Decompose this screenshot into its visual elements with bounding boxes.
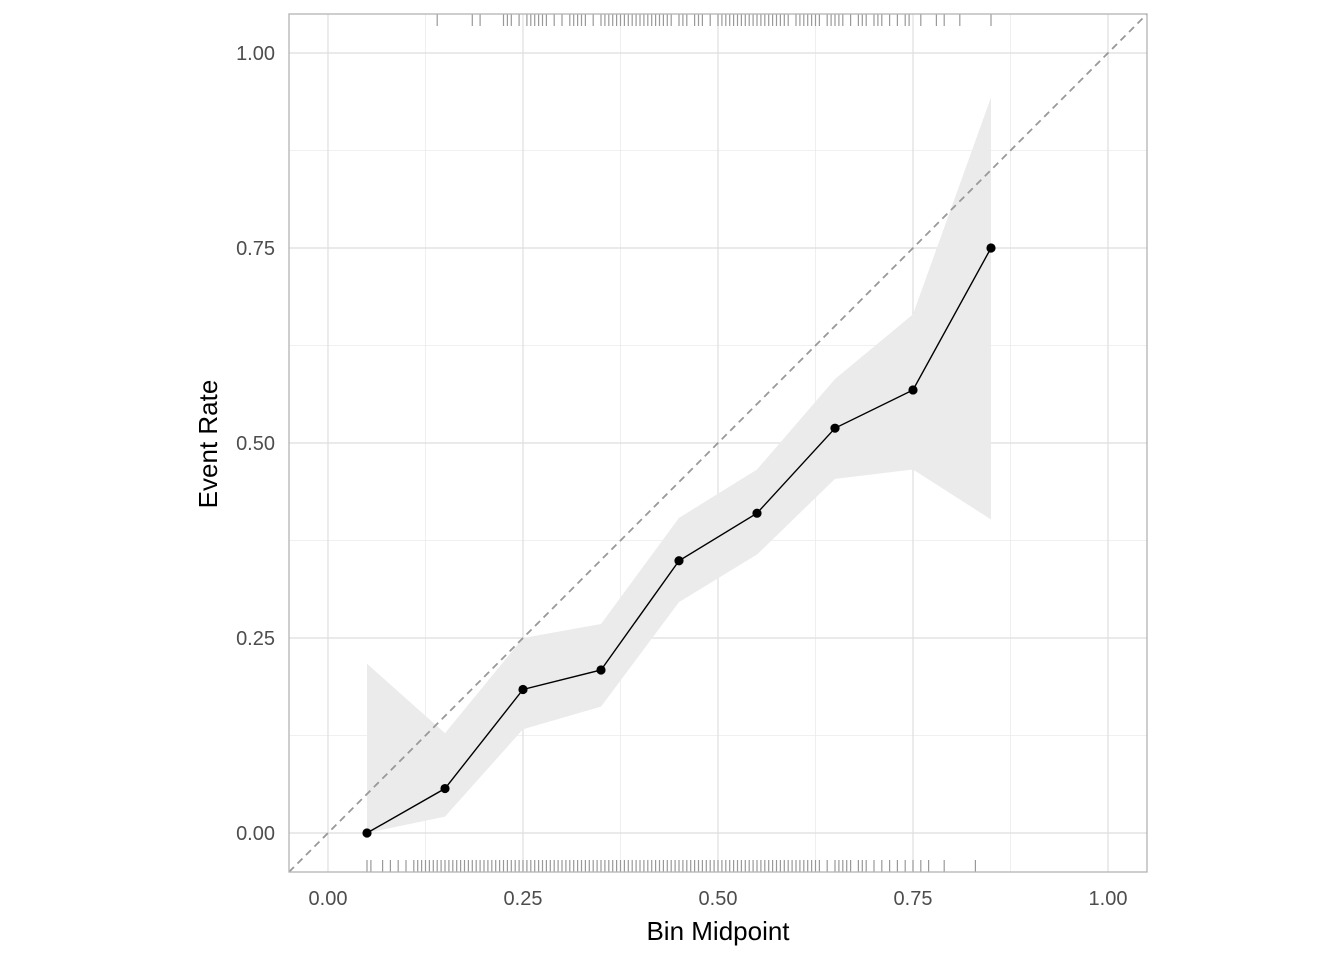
- x-axis-title: Bin Midpoint: [646, 916, 790, 946]
- reference-diagonal-line: [288, 13, 1148, 873]
- data-point: [440, 783, 450, 794]
- data-point: [674, 556, 684, 566]
- y-tick-label: 0.25: [236, 628, 275, 650]
- data-point: [362, 828, 372, 838]
- data-point: [830, 423, 840, 433]
- x-tick-label: 0.75: [894, 888, 933, 910]
- confidence-band: [367, 97, 991, 833]
- panel-border: [288, 13, 1148, 873]
- y-tick-label: 1.00: [236, 43, 275, 65]
- data-point: [986, 243, 996, 253]
- data-point: [752, 508, 762, 518]
- y-tick-label: 0.00: [236, 823, 275, 845]
- x-tick-label: 0.00: [309, 888, 348, 910]
- y-tick-label: 0.75: [236, 238, 275, 260]
- y-tick-label: 0.50: [236, 433, 275, 455]
- x-tick-label: 0.25: [504, 888, 543, 910]
- data-point: [908, 385, 918, 395]
- data-point: [596, 665, 606, 675]
- y-axis-title: Event Rate: [193, 380, 223, 509]
- x-tick-label: 1.00: [1089, 888, 1128, 910]
- data-point: [518, 684, 528, 695]
- x-tick-label: 0.50: [699, 888, 738, 910]
